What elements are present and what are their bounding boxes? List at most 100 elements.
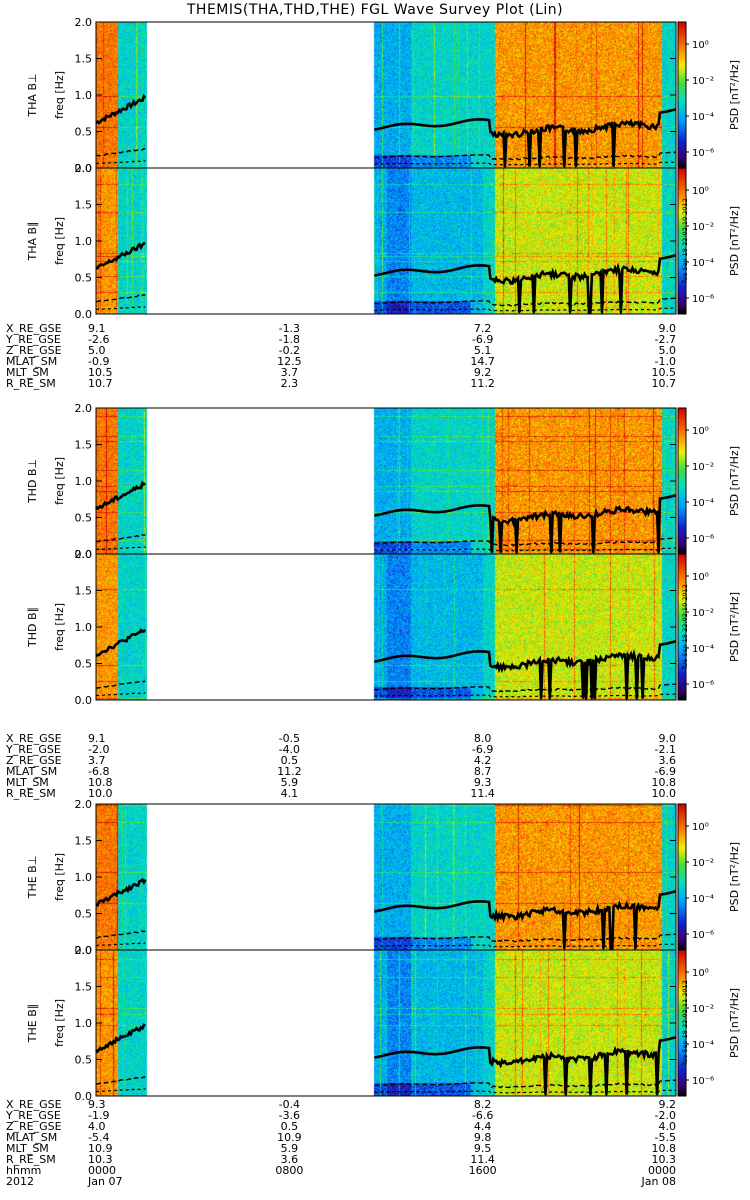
colorbar xyxy=(677,407,687,555)
ephemeris-value: 9.1 xyxy=(88,732,106,745)
panel-label: THE B⊥ xyxy=(26,856,39,900)
y-tick-label: 2.0 xyxy=(75,798,93,811)
fcp-line xyxy=(374,297,677,314)
spectrogram-image xyxy=(96,950,676,1096)
colorbar-tick-label: 10⁻⁴ xyxy=(692,258,714,269)
colorbar-tick-label: 10⁻⁴ xyxy=(692,498,714,509)
colorbar-tick-label: 10⁰ xyxy=(692,426,709,437)
ephemeris-value: -6.9 xyxy=(655,765,676,778)
ephemeris-value: 8.7 xyxy=(474,765,492,778)
spectrogram-image xyxy=(96,804,676,950)
ephemeris-value: 4.2 xyxy=(474,754,492,767)
spectrogram-image xyxy=(96,554,676,700)
colorbar-tick-label: 10⁻² xyxy=(692,1004,714,1015)
plot-title: THEMIS(THA,THD,THE) FGL Wave Survey Plot… xyxy=(186,2,564,18)
y-tick-label: 0.0 xyxy=(75,1090,93,1103)
spectrogram-image xyxy=(96,22,676,168)
ephemeris-value: 10.7 xyxy=(652,377,677,390)
colorbar-tick-label: 10⁻⁶ xyxy=(692,1076,714,1087)
spectrogram-panel-tha-par: 0.0 0.5 1.0 1.5 2.0 freq [Hz] THA B∥ 10⁰ 10⁻² 10⁻… xyxy=(26,162,741,321)
fcp-line xyxy=(374,1079,677,1096)
year-label: 2012 xyxy=(6,1175,34,1188)
ephemeris-value: 5.9 xyxy=(281,1142,299,1155)
ephemeris-row-name: MLAT_SM xyxy=(6,765,57,778)
ephemeris-row-name: Y_RE_GSE xyxy=(5,1109,61,1122)
ephemeris-value: 11.4 xyxy=(470,1153,495,1166)
ephemeris-value: 4.1 xyxy=(281,787,299,800)
colorbar-tick-label: 10⁻⁶ xyxy=(692,534,714,545)
colorbar-label: PSD [nT²/Hz] xyxy=(728,592,741,662)
ephemeris-row-name: Y_RE_GSE xyxy=(5,333,61,346)
timestamp-stamp: Tue Sep 18 22:02:10 2012 xyxy=(681,198,689,285)
fce-line xyxy=(95,628,147,658)
flh-line xyxy=(374,161,677,169)
y-tick-label: 2.0 xyxy=(75,944,93,957)
fce-line xyxy=(95,93,147,125)
ephemeris-value: 3.7 xyxy=(88,754,106,767)
y-tick-label: 1.5 xyxy=(75,53,93,66)
y-tick-label: 0.5 xyxy=(75,658,93,671)
fcp-line xyxy=(95,1076,146,1085)
spectrogram-panel-thd-par: 0.0 0.5 1.0 1.5 2.0 freq [Hz] THD B∥ 10⁰ 10⁻² 10⁻… xyxy=(26,548,741,707)
colorbar xyxy=(677,803,687,951)
ephemeris-value: 10.5 xyxy=(652,366,677,379)
y-tick-label: 1.0 xyxy=(75,621,93,634)
colorbar-tick-label: 10⁻² xyxy=(692,462,714,473)
flh-line xyxy=(95,692,146,697)
colorbar-label: PSD [nT²/Hz] xyxy=(728,60,741,130)
ephemeris-value: 10.8 xyxy=(652,776,677,789)
ephemeris-row-name: R_RE_SM xyxy=(6,787,56,800)
ephemeris-value: 10.9 xyxy=(88,1142,113,1155)
fce-line xyxy=(374,640,677,699)
ephemeris-value: 8.0 xyxy=(474,732,492,745)
colorbar-tick-label: 10⁻⁶ xyxy=(692,148,714,159)
ephemeris-row-name: X_RE_GSE xyxy=(6,732,62,745)
y-axis-label: freq [Hz] xyxy=(53,999,66,1047)
panel-label: THA B∥ xyxy=(26,221,39,261)
ephemeris-value: -1.3 xyxy=(279,322,300,335)
timestamp-stamp: Tue Sep 18 22:02:11 2012 xyxy=(681,980,689,1067)
y-tick-label: 0.0 xyxy=(75,694,93,707)
y-axis-label: freq [Hz] xyxy=(53,603,66,651)
ephemeris-value: -6.9 xyxy=(472,743,493,756)
ephemeris-value: 0.5 xyxy=(281,1120,299,1133)
colorbar-tick-label: 10⁻⁶ xyxy=(692,294,714,305)
ephemeris-row-name: MLT_SM xyxy=(6,1142,49,1155)
flh-line xyxy=(374,693,677,701)
fcp-line xyxy=(374,151,677,168)
ephemeris-value: 9.3 xyxy=(474,776,492,789)
time-tick-label: 0000 xyxy=(88,1164,116,1177)
y-tick-label: 1.0 xyxy=(75,235,93,248)
flh-line xyxy=(96,942,146,947)
ephemeris-value: 5.0 xyxy=(659,344,677,357)
spectrogram-image xyxy=(96,168,676,314)
ephemeris-value: -6.6 xyxy=(472,1109,493,1122)
ephemeris-value: -0.9 xyxy=(88,355,109,368)
ephemeris-value: 9.0 xyxy=(659,732,677,745)
colorbar-tick-label: 10⁻² xyxy=(692,76,714,87)
fcp-line xyxy=(374,537,677,554)
ephemeris-value: 10.7 xyxy=(88,377,113,390)
ephemeris-value: 11.4 xyxy=(470,787,495,800)
fcp-line xyxy=(95,147,146,157)
colorbar-tick-label: 10⁰ xyxy=(692,968,709,979)
flh-line xyxy=(95,1088,146,1093)
y-tick-label: 0.0 xyxy=(75,308,93,321)
ephemeris-value: -3.6 xyxy=(279,1109,300,1122)
y-axis-label: freq [Hz] xyxy=(53,457,66,505)
ephemeris-value: -5.4 xyxy=(88,1131,109,1144)
fcp-line xyxy=(374,933,677,950)
y-tick-label: 1.5 xyxy=(75,439,93,452)
fcp-line xyxy=(374,683,677,700)
ephemeris-row-name: Z_RE_GSE xyxy=(6,344,62,357)
ephemeris-value: -6.8 xyxy=(88,765,109,778)
flh-line xyxy=(374,1089,677,1098)
fce-line xyxy=(374,494,677,553)
flh-line xyxy=(374,547,677,556)
flh-line xyxy=(374,307,677,315)
ephemeris-thd: X_RE_GSE 9.1 -0.5 8.0 9.0 Y_RE_GSE -2.0 -4.0 -6.… xyxy=(5,732,676,800)
y-tick-label: 0.5 xyxy=(75,126,93,139)
y-axis-label: freq [Hz] xyxy=(53,853,66,901)
ephemeris-value: 11.2 xyxy=(277,765,302,778)
